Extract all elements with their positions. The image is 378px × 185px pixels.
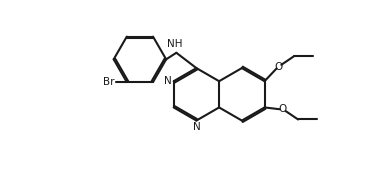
Text: Br: Br bbox=[103, 77, 115, 87]
Text: N: N bbox=[164, 76, 172, 86]
Text: O: O bbox=[279, 104, 287, 114]
Text: NH: NH bbox=[167, 39, 183, 49]
Text: N: N bbox=[192, 122, 200, 132]
Text: O: O bbox=[274, 62, 282, 72]
